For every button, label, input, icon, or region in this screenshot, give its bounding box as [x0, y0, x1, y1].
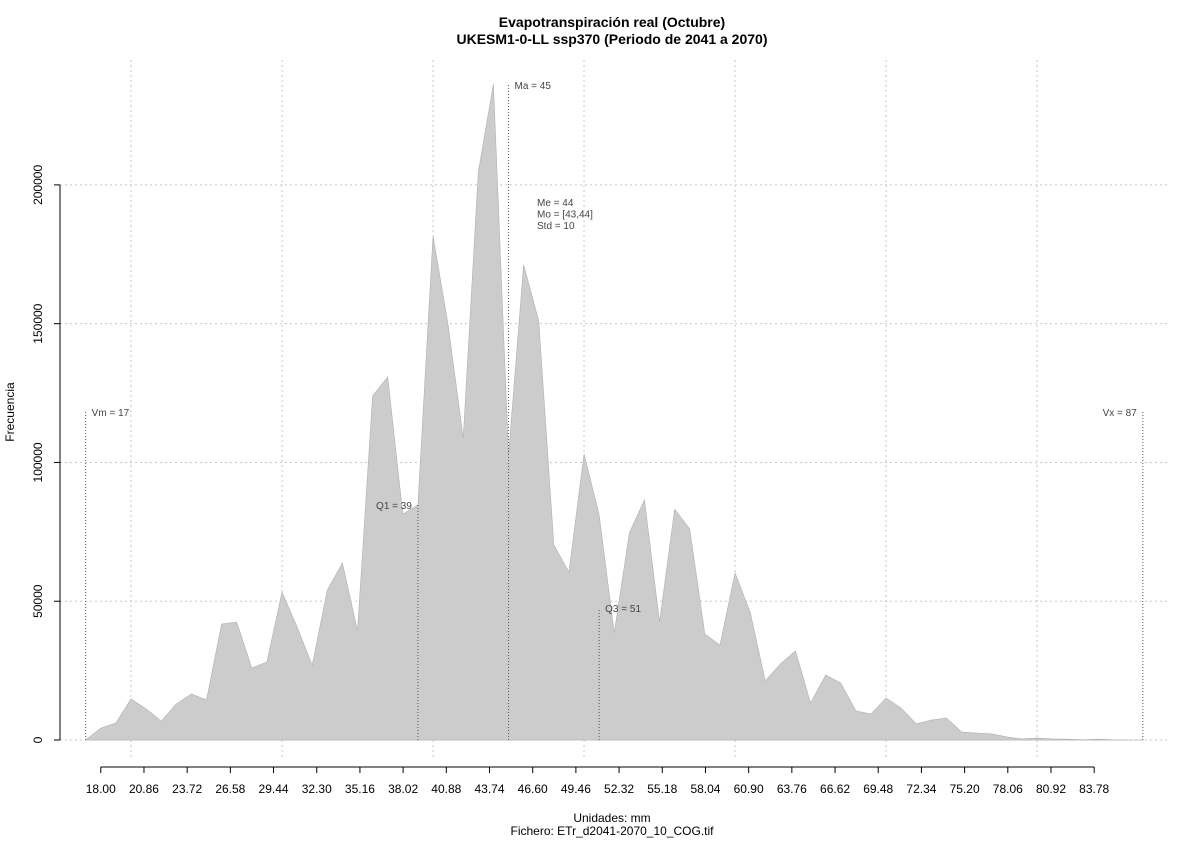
- x-tick-label: 72.34: [906, 782, 936, 796]
- stats-text: Me = 44: [537, 198, 574, 209]
- annotation: Ma = 45: [515, 81, 552, 92]
- x-tick-label: 55.18: [647, 782, 677, 796]
- x-tick-label: 46.60: [518, 782, 548, 796]
- stats-text: Mo = [43,44]: [537, 210, 593, 221]
- y-tick-label: 200000: [31, 165, 45, 205]
- x-tick-label: 58.04: [690, 782, 720, 796]
- x-tick-label: 60.90: [734, 782, 764, 796]
- x-axis-label: Unidades: mm: [573, 811, 650, 825]
- annotation: Vx = 87: [1103, 408, 1138, 419]
- annotation: Q3 = 51: [605, 604, 641, 615]
- annotation: Vm = 17: [92, 408, 130, 419]
- x-tick-label: 26.58: [215, 782, 245, 796]
- x-tick-label: 43.74: [474, 782, 504, 796]
- x-tick-label: 32.30: [302, 782, 332, 796]
- x-tick-label: 29.44: [259, 782, 289, 796]
- x-tick-label: 40.88: [431, 782, 461, 796]
- x-tick-label: 63.76: [777, 782, 807, 796]
- x-tick-label: 23.72: [172, 782, 202, 796]
- x-tick-label: 52.32: [604, 782, 634, 796]
- area: [84, 83, 1143, 741]
- chart-title: Evapotranspiración real (Octubre): [499, 14, 725, 30]
- x-tick-label: 78.06: [993, 782, 1023, 796]
- x-tick-label: 69.48: [863, 782, 893, 796]
- y-tick-label: 0: [31, 736, 45, 743]
- y-tick-label: 150000: [31, 303, 45, 343]
- chart-subtitle: UKESM1-0-LL ssp370 (Periodo de 2041 a 20…: [457, 31, 768, 47]
- x-tick-label: 49.46: [561, 782, 591, 796]
- stats-text: Std = 10: [537, 221, 575, 232]
- y-tick-label: 50000: [31, 584, 45, 618]
- y-axis-label: Frecuencia: [3, 382, 17, 442]
- x-tick-label: 83.78: [1079, 782, 1109, 796]
- x-tick-label: 75.20: [950, 782, 980, 796]
- x-tick-label: 18.00: [86, 782, 116, 796]
- y-tick-label: 100000: [31, 442, 45, 482]
- x-tick-label: 38.02: [388, 782, 418, 796]
- x-tick-label: 20.86: [129, 782, 159, 796]
- x-tick-label: 80.92: [1036, 782, 1066, 796]
- x-tick-label: 35.16: [345, 782, 375, 796]
- x-tick-label: 66.62: [820, 782, 850, 796]
- annotation: Q1 = 39: [376, 501, 412, 512]
- footer: Fichero: ETr_d2041-2070_10_COG.tif: [511, 824, 715, 838]
